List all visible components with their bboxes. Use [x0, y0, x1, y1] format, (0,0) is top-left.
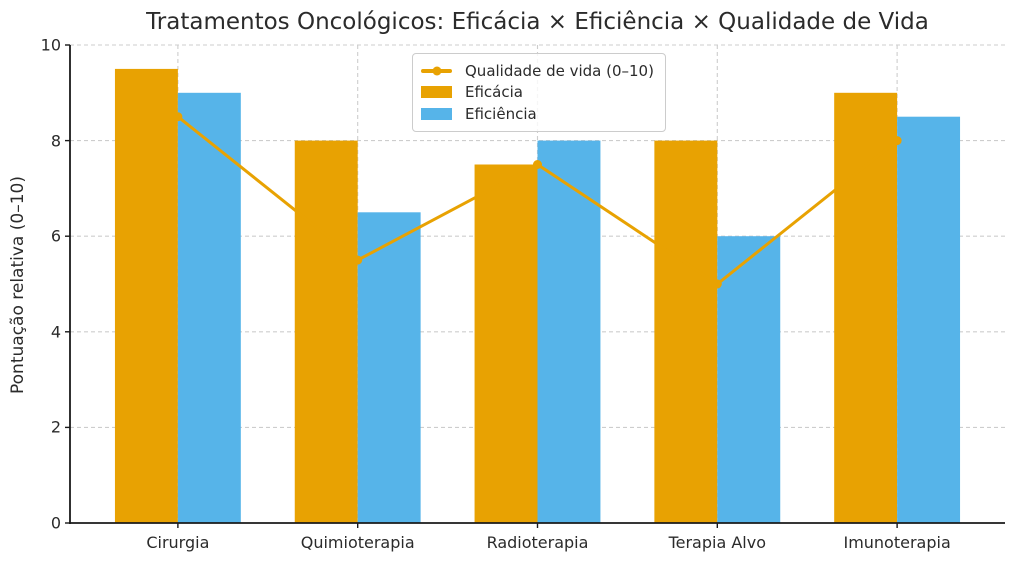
x-tick-label-terapia-alvo: Terapia Alvo: [668, 533, 766, 552]
bar-eficacia-terapia-alvo: [654, 140, 718, 523]
x-tick-label-cirurgia: Cirurgia: [146, 533, 210, 552]
line-marker-imunoterapia: [892, 136, 902, 146]
legend-item-eficacia: Eficácia: [421, 82, 654, 104]
legend-color-swatch: [421, 85, 452, 99]
y-tick-label-8: 8: [50, 131, 61, 151]
marker-dot-icon: [432, 66, 441, 76]
line-marker-radioterapia: [533, 160, 542, 169]
y-tick-label-2: 2: [50, 417, 61, 437]
x-tick-label-imunoterapia: Imunoterapia: [843, 533, 951, 552]
line-marker-terapia-alvo: [712, 279, 722, 289]
y-tick-label-10: 10: [40, 35, 61, 55]
bar-eficiencia-cirurgia: [177, 92, 241, 524]
line-marker-quimioterapia: [353, 255, 363, 265]
bar-sample-icon: [421, 107, 452, 120]
legend-label-qualidade-de-vida-0-10: Qualidade de vida (0–10): [465, 61, 654, 80]
bar-eficacia-imunoterapia: [834, 92, 898, 524]
y-tick-label-0: 0: [50, 513, 61, 533]
bar-sample-icon: [421, 86, 452, 99]
y-tick-label-6: 6: [50, 226, 61, 246]
bar-eficacia-quimioterapia: [294, 140, 358, 523]
bar-eficiencia-terapia-alvo: [717, 236, 781, 523]
bar-eficacia-cirurgia: [114, 68, 178, 524]
legend-label-eficacia: Eficácia: [465, 83, 523, 102]
legend-label-eficiencia: Eficiência: [465, 104, 537, 123]
legend-color-swatch: [421, 107, 452, 121]
x-tick-label-quimioterapia: Quimioterapia: [300, 533, 415, 552]
bar-eficiencia-imunoterapia: [897, 116, 961, 523]
x-tick-label-radioterapia: Radioterapia: [486, 533, 589, 552]
line-marker-cirurgia: [173, 112, 183, 122]
chart-title: Tratamentos Oncológicos: Eficácia × Efic…: [146, 9, 929, 35]
bar-eficiencia-radioterapia: [537, 140, 601, 523]
legend-line-swatch: [421, 64, 452, 78]
bar-eficacia-radioterapia: [474, 164, 538, 523]
legend: Qualidade de vida (0–10) Eficácia Eficiênc…: [412, 53, 666, 132]
y-tick-label-4: 4: [50, 322, 61, 342]
legend-item-qualidade-de-vida-0-10: Qualidade de vida (0–10): [421, 60, 654, 82]
legend-item-eficiencia: Eficiência: [421, 103, 654, 125]
bar-eficiencia-quimioterapia: [357, 212, 421, 524]
